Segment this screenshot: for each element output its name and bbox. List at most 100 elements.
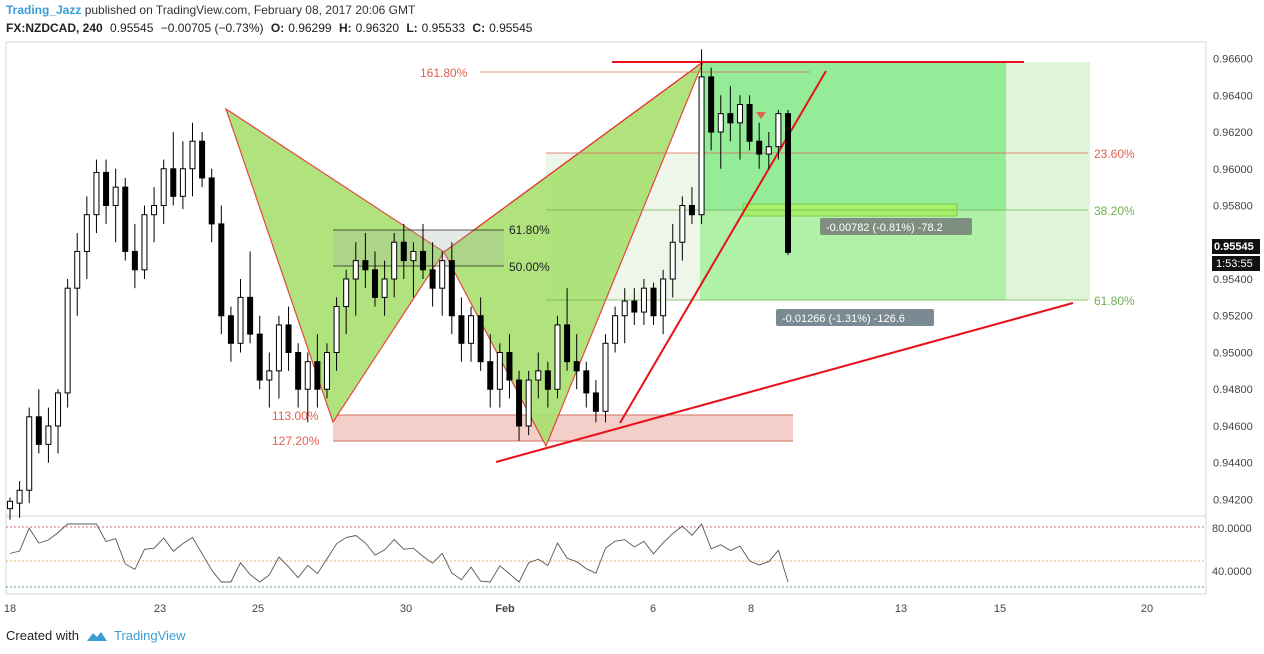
candle-down [708,76,715,133]
candle-down [688,205,695,216]
candle-down [218,223,225,317]
uptrend-line[interactable] [619,70,827,424]
harmonic-pattern [224,60,705,448]
candle-up [141,214,148,271]
candle-down [516,379,523,427]
candle-down [314,361,321,390]
price-tick-label: 0.94600 [1213,421,1253,433]
candle-down [592,392,599,412]
candle-down [429,269,436,289]
chart-canvas[interactable]: 161.80% 113.00% 127.20% 61.80% 50.00% 23… [0,38,1264,622]
candle-down [122,186,129,252]
tradingview-label: TradingView [113,628,186,643]
author-link[interactable]: Trading_Jazz [6,3,82,17]
countdown-label: 1:53:55 [1216,258,1253,270]
open-value: 0.96299 [288,21,332,35]
candle-up [736,103,743,124]
price-tick-label: 0.96600 [1213,54,1253,66]
fib-label-618: 61.80% [1094,294,1135,308]
fib-label-618-pattern: 61.80% [509,223,550,237]
candle-up [439,260,446,289]
candle-up [343,278,350,308]
candles [7,49,791,520]
candle-down [785,113,791,253]
price-tick-label: 0.94800 [1213,384,1253,396]
tradingview-logo-icon [86,631,107,641]
candle-up [554,324,561,390]
prz-zone [333,415,793,441]
fib-label-50: 50.00% [509,260,550,274]
candle-down [477,315,484,363]
candle-up [612,315,619,344]
open-label: O: [270,21,285,35]
candle-up [112,186,119,207]
candle-up [26,416,33,491]
rsi-pane[interactable] [5,515,1207,595]
candle-up [660,278,667,317]
measure-box-2 [776,309,934,326]
candle-up [496,351,503,390]
candle-up [717,113,724,133]
fib-label-382: 38.20% [1094,204,1135,218]
candle-up [160,168,167,207]
price-tick-label: 0.94200 [1213,494,1253,506]
candle-up [64,287,71,394]
fib-label-113: 113.00% [272,409,319,423]
last-price-box [1212,239,1260,254]
candle-down [746,103,753,142]
time-tick-label: 30 [400,603,412,615]
candle-up [381,278,388,298]
candle-down [573,361,580,372]
candle-down [544,370,551,390]
candle-up [7,500,13,510]
created-with-label: Created with [6,628,79,643]
high-label: H: [338,21,352,35]
candle-up [189,140,196,170]
time-tick-label: 8 [748,603,754,615]
candle-down [208,177,215,225]
candle-up [16,489,23,504]
candle-up [679,205,686,243]
candle-up [323,351,330,390]
candle-up [621,300,628,317]
price-tick-label: 0.96000 [1213,164,1253,176]
candle-down [362,260,369,271]
candle-up [468,315,475,344]
price-axis[interactable]: 0.966000.964000.962000.960000.958000.956… [1213,54,1253,507]
candle-up [74,250,81,289]
measure-label-1: -0.00782 (-0.81%) -78.2 [826,222,943,234]
support-line[interactable] [495,302,1074,463]
publish-header: Trading_Jazz published on TradingView.co… [6,3,415,17]
publish-info: published on TradingView.com, February 0… [84,3,416,17]
price-tick-label: 0.95800 [1213,201,1253,213]
time-tick-label: 6 [650,603,656,615]
candle-up [45,425,52,445]
symbol-label[interactable]: FX:NZDCAD, 240 [6,21,103,35]
time-tick-label: 23 [154,603,166,615]
time-axis[interactable]: 18 23 25 30 Feb 6 8 13 15 20 [4,603,1153,615]
candle-up [275,324,282,372]
price-tick-label: 0.95200 [1213,311,1253,323]
close-label: C: [472,21,486,35]
last-price: 0.95545 [110,21,154,35]
candle-up [602,342,609,412]
measure-label-2: -0.01266 (-1.31%) -126.6 [782,313,905,325]
tradingview-brand[interactable]: TradingView [85,628,186,643]
candle-down [650,287,657,317]
candle-up [266,370,273,381]
candle-up [640,287,647,313]
countdown-box [1212,256,1260,271]
candle-up [333,306,340,353]
symbol-header: FX:NZDCAD, 240 0.95545 −0.00705 (−0.73%)… [6,21,536,35]
candle-down [756,140,763,155]
fib-label-161: 161.80% [420,66,468,80]
candle-up [237,296,244,344]
candle-down [227,315,234,344]
price-tick-label: 0.95400 [1213,274,1253,286]
candle-down [583,370,590,394]
candle-down [371,269,378,298]
last-price-axis-label: 0.95545 [1214,241,1254,253]
candle-up [525,379,532,427]
candle-up [669,241,676,280]
candle-down [727,113,734,124]
